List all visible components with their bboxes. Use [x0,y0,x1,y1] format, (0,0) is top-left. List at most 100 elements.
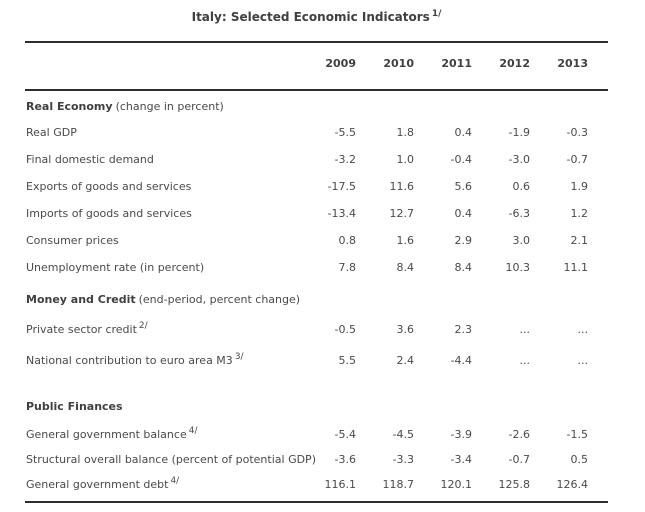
cell-value: 2.9 [454,234,473,247]
cell-value: ... [577,323,589,336]
section-subtitle: (end-period, percent change) [138,293,301,306]
cell-value: 8.4 [396,261,415,274]
section-title: Real Economy [26,100,113,113]
cell-value: -17.5 [327,180,356,193]
cell-value: -1.9 [508,126,530,139]
cell-value: 7.8 [338,261,357,274]
section-subtitle: (change in percent) [115,100,224,113]
cell-value: 2.3 [454,323,473,336]
cell-value: 0.4 [454,126,473,139]
cell-value: 2.1 [570,234,589,247]
row-label: Final domestic demand [26,153,154,166]
title-footnote-marker: 1/ [431,9,442,19]
cell-value: 126.4 [556,478,589,491]
row-label: Real GDP [26,126,77,139]
cell-value: -3.3 [392,453,414,466]
footnote-marker: 4/ [170,476,180,487]
cell-value: 2.4 [396,354,415,367]
row-label: General government debt [26,478,169,491]
cell-value: -3.9 [450,428,472,441]
row-label: Imports of goods and services [26,207,192,220]
cell-value: 120.1 [440,478,473,491]
indicators-table: 2009 2010 2011 2012 2013 Real Economy (ch… [25,41,608,503]
cell-value: -0.7 [508,453,530,466]
cell-value: 1.0 [396,153,415,166]
cell-value: 10.3 [505,261,531,274]
year-column-header: 2011 [434,41,492,91]
cell-value: ... [577,354,589,367]
cell-value: 8.4 [454,261,473,274]
cell-value: 5.5 [338,354,357,367]
row-label: Structural overall balance (percent of p… [26,453,316,466]
table-row: Private sector credit 2/ -0.5 3.6 2.3 ...… [25,314,608,345]
empty-header-cell [25,41,318,91]
table-row: Consumer prices 0.8 1.6 2.9 3.0 2.1 [25,227,608,254]
table-row: Unemployment rate (in percent) 7.8 8.4 8… [25,254,608,281]
table-row: General government debt 4/ 116.1 118.7 12… [25,471,608,502]
cell-value: 3.0 [512,234,531,247]
cell-value: -1.5 [566,428,588,441]
cell-value: -5.5 [334,126,356,139]
row-label: Private sector credit [26,323,137,336]
footnote-marker: 2/ [138,321,148,332]
section-title: Money and Credit [26,293,136,306]
cell-value: 11.6 [389,180,415,193]
table-row: Structural overall balance (percent of p… [25,448,608,471]
row-label: Consumer prices [26,234,119,247]
cell-value: -2.6 [508,428,530,441]
cell-value: -5.4 [334,428,356,441]
table-row: Imports of goods and services -13.4 12.7… [25,200,608,227]
row-label: Unemployment rate (in percent) [26,261,205,274]
table-row: General government balance 4/ -5.4 -4.5 -… [25,421,608,448]
section-title: Public Finances [26,400,123,413]
cell-value: 0.6 [512,180,531,193]
cell-value: -3.4 [450,453,472,466]
cell-value: -0.4 [450,153,472,166]
footnote-marker: 3/ [234,352,244,363]
cell-value: -3.6 [334,453,356,466]
table-row: Real GDP -5.5 1.8 0.4 -1.9 -0.3 [25,119,608,146]
cell-value: ... [519,354,531,367]
row-label: National contribution to euro area M3 [26,354,233,367]
year-column-header: 2013 [550,41,608,91]
cell-value: ... [519,323,531,336]
title-text: Italy: Selected Economic Indicators [191,10,430,24]
cell-value: 1.8 [396,126,415,139]
cell-value: -0.5 [334,323,356,336]
cell-value: -4.5 [392,428,414,441]
cell-value: -13.4 [327,207,356,220]
cell-value: -6.3 [508,207,530,220]
cell-value: 1.6 [396,234,415,247]
cell-value: 1.2 [570,207,589,220]
table-row: Final domestic demand -3.2 1.0 -0.4 -3.0… [25,146,608,173]
footnote-marker: 4/ [188,426,198,437]
table-row: National contribution to euro area M3 3/ … [25,345,608,376]
cell-value: 5.6 [454,180,473,193]
cell-value: 118.7 [382,478,415,491]
section-header-row: Real Economy (change in percent) [25,90,608,119]
cell-value: 0.5 [570,453,589,466]
cell-value: -0.3 [566,126,588,139]
cell-value: 116.1 [324,478,357,491]
cell-value: 1.9 [570,180,589,193]
section-header-row: Public Finances [25,376,608,421]
table-header-row: 2009 2010 2011 2012 2013 [25,41,608,91]
cell-value: 3.6 [396,323,415,336]
cell-value: 125.8 [498,478,531,491]
cell-value: -3.2 [334,153,356,166]
cell-value: 11.1 [563,261,589,274]
cell-value: 0.8 [338,234,357,247]
cell-value: -4.4 [450,354,472,367]
cell-value: 12.7 [389,207,415,220]
table-row: Exports of goods and services -17.5 11.6… [25,173,608,200]
year-column-header: 2009 [318,41,376,91]
cell-value: -3.0 [508,153,530,166]
cell-value: -0.7 [566,153,588,166]
section-header-row: Money and Credit (end-period, percent cha… [25,281,608,314]
year-column-header: 2010 [376,41,434,91]
row-label: Exports of goods and services [26,180,192,193]
cell-value: 0.4 [454,207,473,220]
year-column-header: 2012 [492,41,550,91]
table-title: Italy: Selected Economic Indicators 1/ [25,0,608,25]
